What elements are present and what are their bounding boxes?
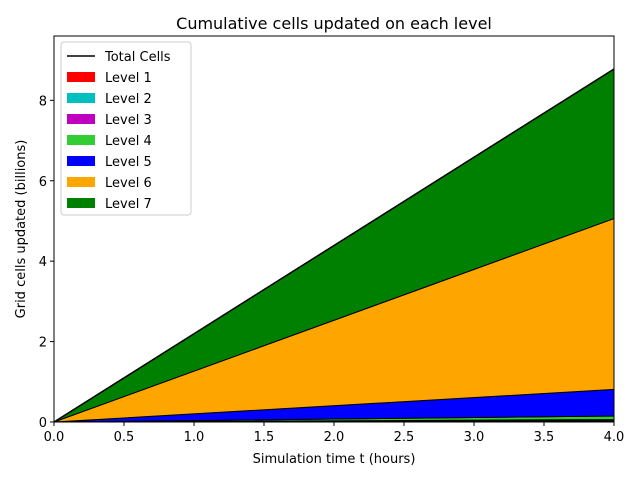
legend-label-level-7: Level 7 <box>105 197 152 212</box>
legend-swatch-level-1 <box>67 72 95 82</box>
legend-swatch-level-2 <box>67 93 95 103</box>
x-tick-label: 1.5 <box>254 430 275 445</box>
legend-label-total-cells: Total Cells <box>104 50 171 65</box>
legend-swatch-level-6 <box>67 177 95 187</box>
legend: Total Cells Level 1 Level 2 Level 3 Level 4 L… <box>60 41 192 216</box>
y-tick-label: 4 <box>39 255 47 270</box>
x-tick-label: 3.0 <box>464 430 485 445</box>
x-tick-label: 4.0 <box>604 430 625 445</box>
legend-box <box>60 41 192 216</box>
legend-label-level-6: Level 6 <box>105 176 152 191</box>
legend-swatch-level-5 <box>67 156 95 166</box>
legend-swatch-level-3 <box>67 114 95 124</box>
legend-label-level-4: Level 4 <box>105 134 152 149</box>
x-axis-label: Simulation time t (hours) <box>253 452 416 467</box>
total-cells-line <box>53 68 615 423</box>
x-tick-label: 1.0 <box>184 430 205 445</box>
legend-swatch-level-7 <box>67 198 95 208</box>
y-axis-ticks: 0 2 4 6 8 <box>39 94 54 431</box>
y-tick-label: 6 <box>39 175 47 190</box>
chart-title: Cumulative cells updated on each level <box>176 14 492 33</box>
legend-label-level-2: Level 2 <box>105 92 152 107</box>
x-tick-label: 2.5 <box>394 430 415 445</box>
legend-label-level-5: Level 5 <box>105 155 152 170</box>
x-tick-label: 0.0 <box>44 430 65 445</box>
y-tick-label: 0 <box>39 416 47 431</box>
x-tick-label: 2.0 <box>324 430 345 445</box>
y-tick-label: 8 <box>39 94 47 109</box>
legend-swatch-level-4 <box>67 135 95 145</box>
x-tick-label: 0.5 <box>114 430 135 445</box>
x-axis-ticks: 0.0 0.5 1.0 1.5 2.0 2.5 3.0 3.5 4.0 <box>44 422 625 445</box>
legend-label-level-1: Level 1 <box>105 71 152 86</box>
total-cells-line-group <box>53 68 615 423</box>
x-tick-label: 3.5 <box>534 430 555 445</box>
legend-label-level-3: Level 3 <box>105 113 152 128</box>
y-tick-label: 2 <box>39 336 47 351</box>
y-axis-label: Grid cells updated (billions) <box>14 140 29 319</box>
